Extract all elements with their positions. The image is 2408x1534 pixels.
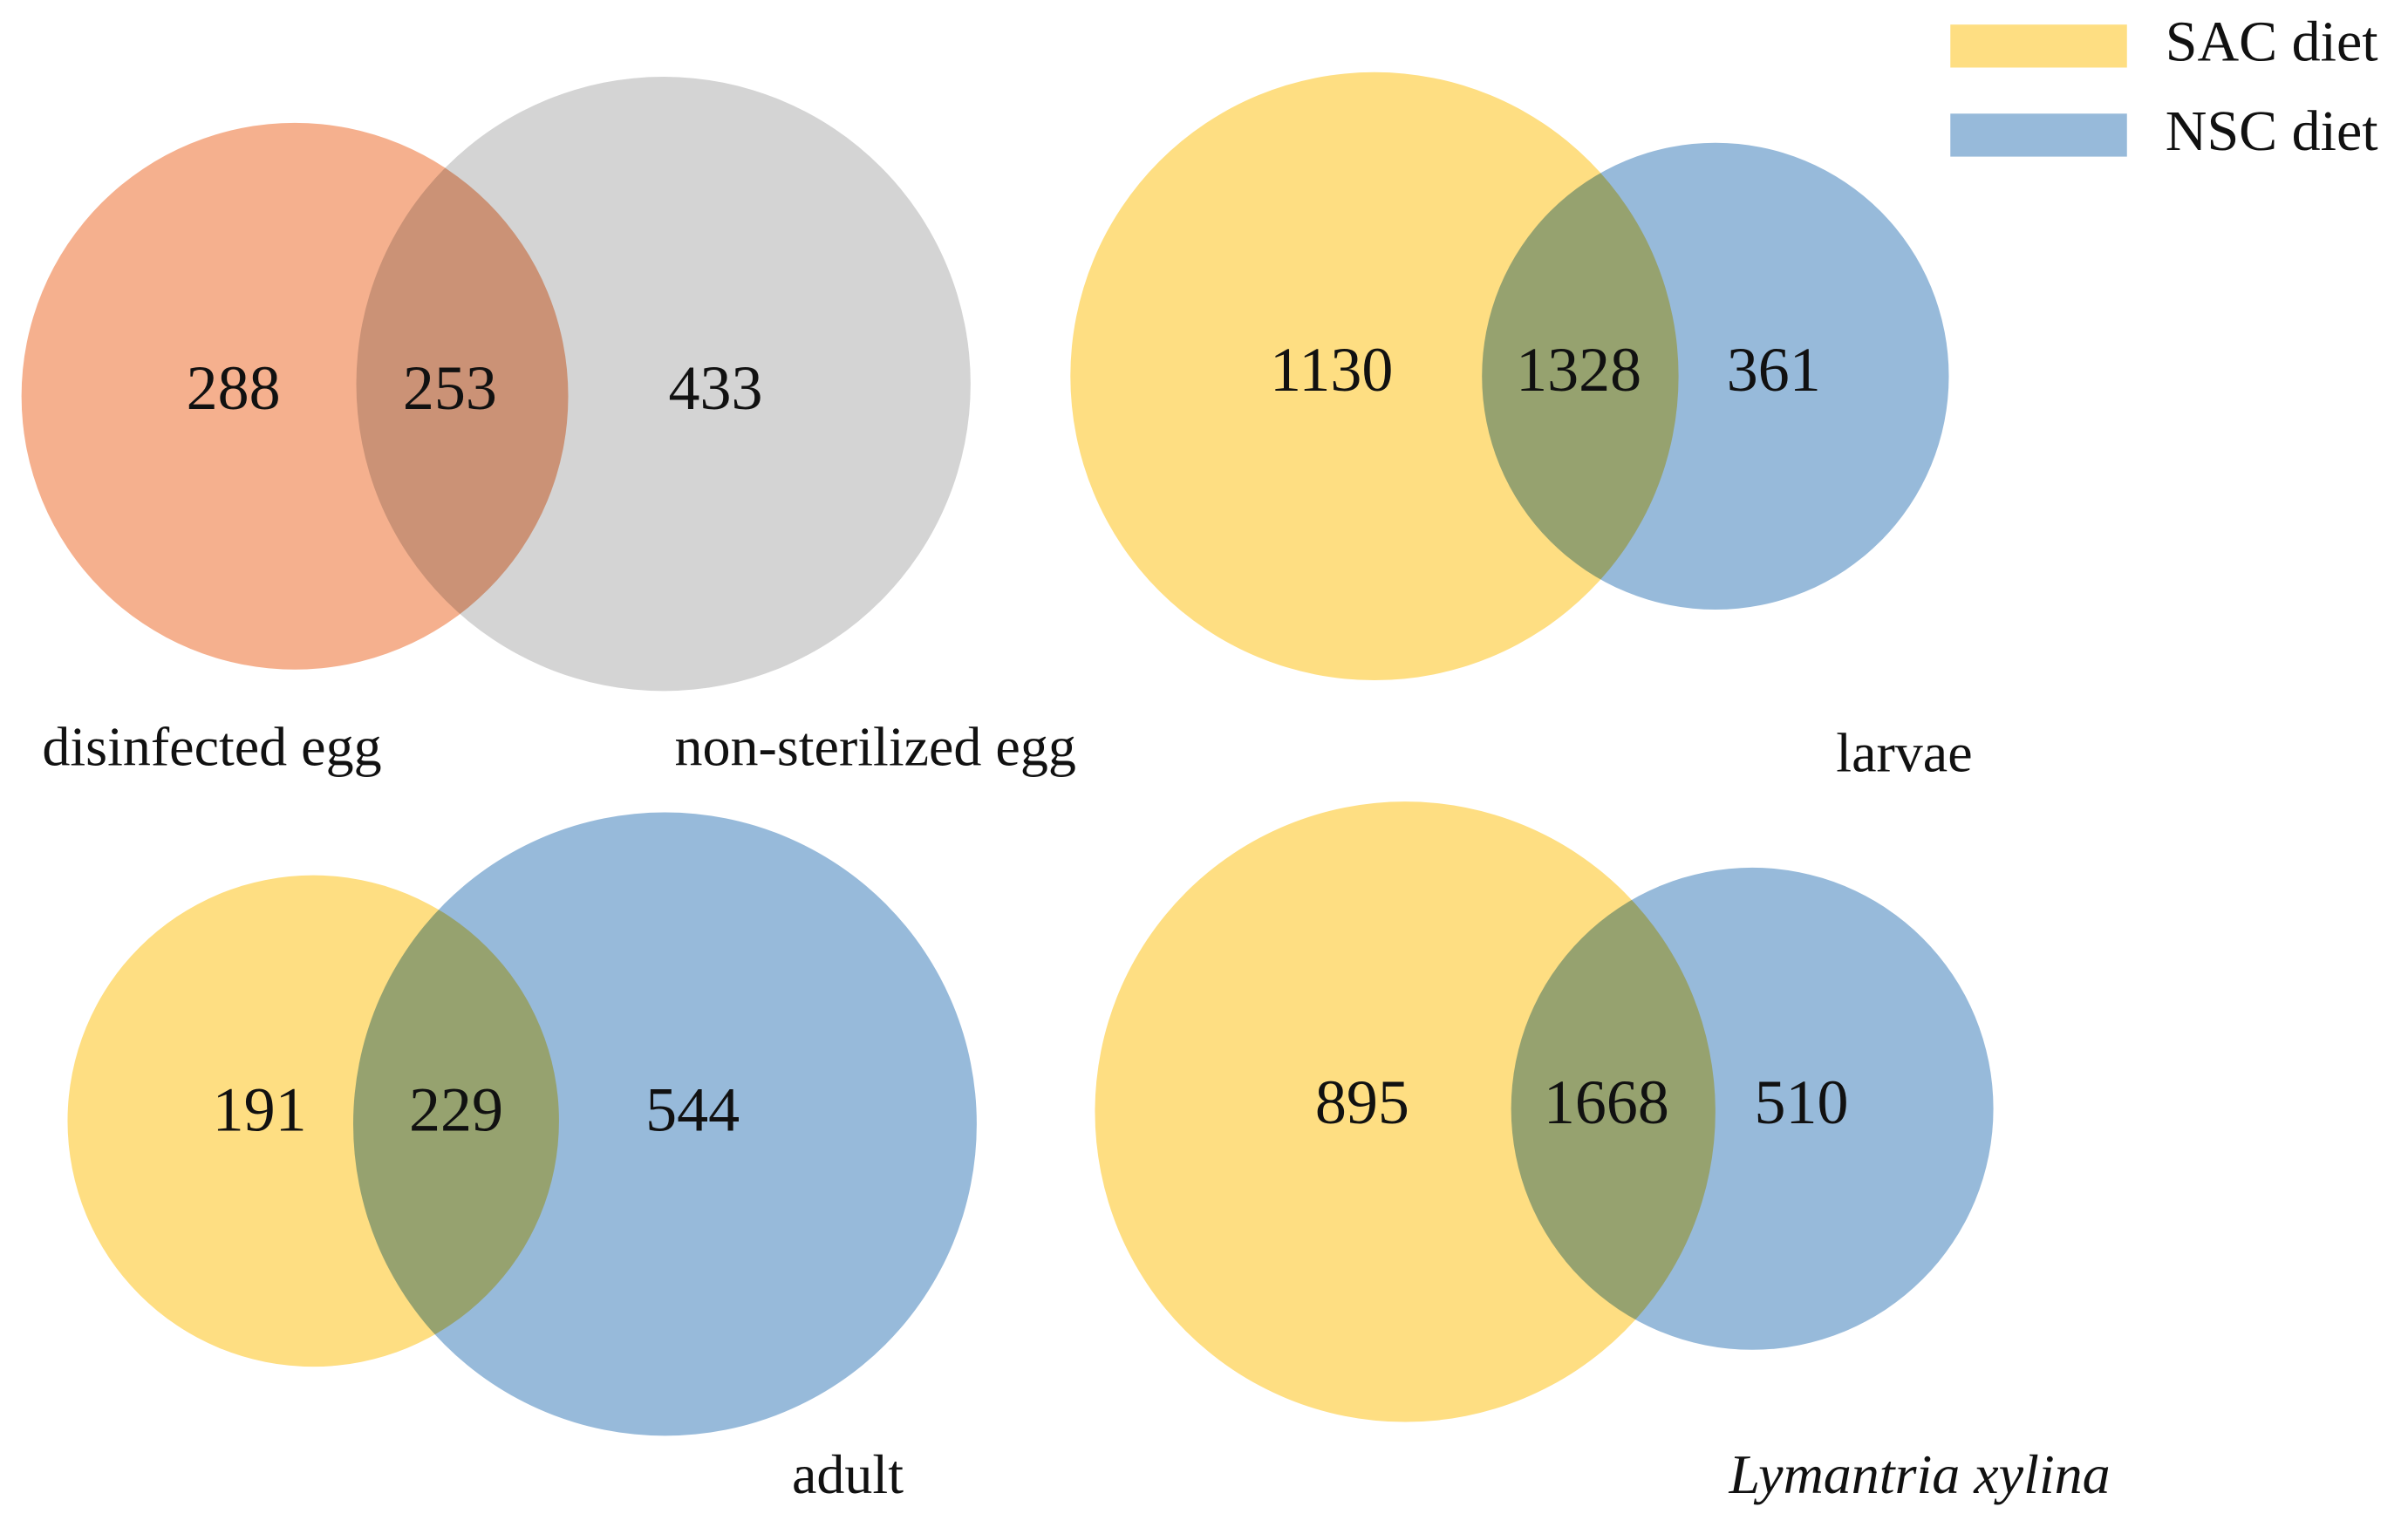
region-count: 544	[645, 1075, 740, 1145]
panel-label: adult	[792, 1443, 904, 1505]
region-count: 361	[1727, 335, 1821, 405]
venn-panel: 895 1668 510 Lymantria xylina	[1095, 801, 2111, 1505]
region-count: 1328	[1516, 335, 1641, 405]
panel-label: Lymantria xylina	[1728, 1443, 2110, 1505]
set-circle	[1511, 867, 1994, 1350]
region-count: 229	[409, 1075, 503, 1145]
region-count: 288	[187, 353, 281, 423]
region-count: 191	[213, 1075, 307, 1145]
set-circle	[352, 812, 977, 1436]
set-label: disinfected egg	[42, 716, 381, 778]
legend: SAC diet NSC diet	[1950, 10, 2378, 163]
region-count: 253	[403, 353, 497, 423]
region-count: 510	[1754, 1067, 1848, 1137]
venn-panel: 288 253 433 disinfected egg non-sterilized e…	[21, 77, 1076, 778]
region-count: 1130	[1270, 335, 1393, 405]
venn-panel: 191 229 544 adult	[67, 812, 977, 1505]
venn-panel: 1130 1328 361 larvae	[1070, 72, 1973, 784]
set-circle	[1482, 142, 1949, 610]
region-count: 433	[669, 353, 763, 423]
set-circle	[1095, 801, 1716, 1422]
region-count: 1668	[1544, 1067, 1669, 1137]
panel-label: larvae	[1836, 722, 1972, 784]
set-circle	[1070, 72, 1679, 681]
legend-label: SAC diet	[2166, 10, 2378, 74]
set-label: non-sterilized egg	[675, 716, 1076, 778]
legend-label: NSC diet	[2166, 99, 2378, 163]
legend-swatch	[1950, 113, 2127, 157]
region-count: 895	[1315, 1067, 1409, 1137]
set-circle	[356, 77, 971, 692]
legend-swatch	[1950, 24, 2127, 68]
